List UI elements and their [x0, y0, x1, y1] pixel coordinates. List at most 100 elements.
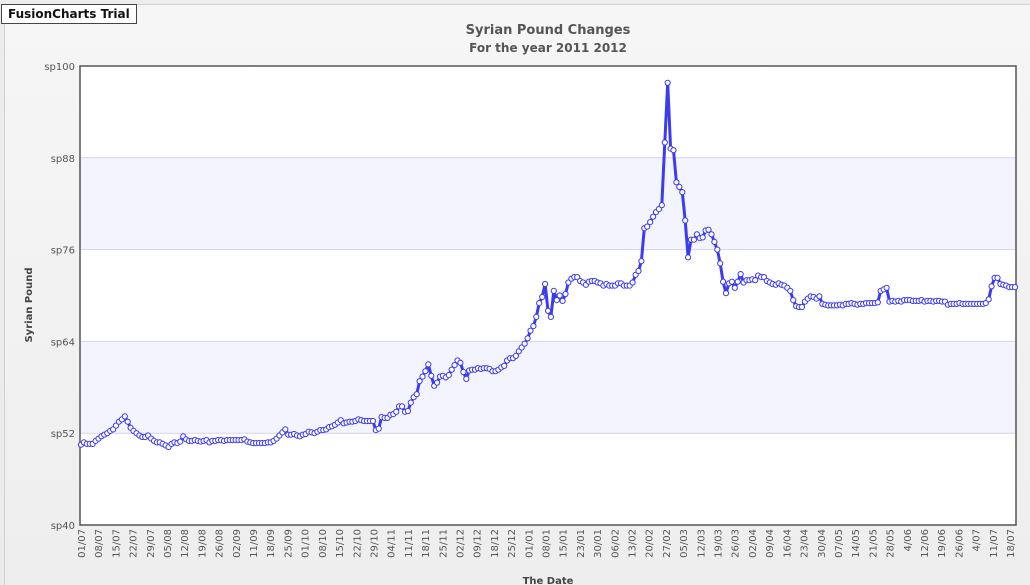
data-point[interactable]: [428, 372, 435, 379]
data-point[interactable]: [629, 279, 636, 286]
data-point[interactable]: [714, 246, 721, 253]
data-point[interactable]: [690, 236, 698, 243]
data-point[interactable]: [524, 335, 531, 342]
data-point[interactable]: [734, 278, 741, 285]
data-point[interactable]: [282, 426, 289, 433]
data-point[interactable]: [422, 368, 429, 375]
data-point[interactable]: [658, 202, 665, 209]
x-tick-label: 04/11: [387, 529, 398, 558]
data-point[interactable]: [562, 290, 569, 298]
data-point[interactable]: [413, 391, 420, 398]
x-tick-label: 01/07: [77, 529, 88, 558]
x-tick-label: 12/03: [696, 529, 707, 558]
data-point[interactable]: [737, 271, 744, 278]
data-point[interactable]: [559, 297, 566, 304]
data-point[interactable]: [550, 287, 557, 294]
data-point[interactable]: [1011, 284, 1019, 291]
chart-title: Syrian Pound Changes: [466, 23, 631, 38]
data-point[interactable]: [530, 323, 537, 330]
data-point[interactable]: [673, 179, 680, 186]
data-point[interactable]: [445, 372, 452, 379]
data-point[interactable]: [787, 287, 794, 294]
data-point[interactable]: [728, 278, 736, 285]
data-point[interactable]: [393, 408, 400, 415]
data-point[interactable]: [679, 189, 686, 196]
x-tick-label: 18/07: [1006, 529, 1017, 558]
data-point[interactable]: [647, 219, 654, 226]
data-point[interactable]: [664, 79, 671, 86]
x-tick-label: 12/08: [180, 529, 191, 558]
data-point[interactable]: [407, 399, 414, 406]
data-point[interactable]: [542, 280, 549, 288]
data-point[interactable]: [404, 407, 411, 415]
data-point[interactable]: [434, 379, 441, 386]
data-point[interactable]: [375, 425, 382, 432]
data-point[interactable]: [752, 277, 759, 284]
data-point[interactable]: [448, 366, 455, 373]
data-point[interactable]: [635, 267, 642, 275]
data-point[interactable]: [816, 293, 823, 300]
data-point[interactable]: [121, 413, 128, 420]
data-point[interactable]: [650, 213, 657, 220]
data-point[interactable]: [460, 368, 467, 376]
data-point[interactable]: [556, 292, 563, 299]
data-point[interactable]: [790, 297, 797, 304]
data-point[interactable]: [536, 300, 543, 307]
data-point[interactable]: [527, 327, 534, 334]
data-point[interactable]: [416, 378, 423, 385]
y-tick-label: sp52: [51, 429, 75, 440]
data-point[interactable]: [682, 217, 689, 224]
data-point[interactable]: [720, 278, 727, 285]
data-point[interactable]: [731, 284, 738, 291]
data-point[interactable]: [177, 438, 184, 445]
x-tick-label: 25/11: [438, 529, 449, 558]
x-tick-label: 26/06: [954, 529, 965, 558]
data-point[interactable]: [369, 417, 376, 425]
data-point[interactable]: [638, 258, 645, 265]
x-tick-label: 08/07: [94, 529, 105, 558]
data-point[interactable]: [644, 223, 651, 230]
x-tick-label: 15/01: [559, 529, 570, 558]
data-point[interactable]: [539, 293, 546, 301]
x-tick-label: 12/06: [920, 529, 931, 558]
data-point[interactable]: [717, 260, 724, 267]
data-point[interactable]: [874, 299, 881, 306]
data-point[interactable]: [463, 375, 470, 382]
data-point[interactable]: [425, 361, 432, 368]
data-point[interactable]: [711, 238, 718, 245]
data-point[interactable]: [547, 313, 555, 320]
data-point[interactable]: [676, 183, 683, 190]
data-point[interactable]: [661, 139, 668, 146]
data-point[interactable]: [544, 307, 552, 314]
data-point[interactable]: [699, 234, 706, 241]
data-point[interactable]: [124, 418, 131, 425]
data-point[interactable]: [798, 303, 806, 311]
data-point[interactable]: [512, 352, 520, 359]
y-tick-label: sp40: [51, 521, 75, 532]
plot-background: [80, 66, 1016, 525]
x-tick-label: 01/10: [301, 529, 312, 558]
data-point[interactable]: [533, 313, 540, 320]
data-point[interactable]: [419, 373, 426, 380]
data-point[interactable]: [685, 254, 692, 261]
data-point[interactable]: [985, 296, 992, 303]
data-point[interactable]: [988, 283, 995, 290]
data-point[interactable]: [553, 297, 560, 304]
data-point[interactable]: [521, 340, 528, 347]
y-tick-label: sp76: [51, 246, 75, 257]
data-point[interactable]: [705, 226, 712, 233]
data-point[interactable]: [670, 147, 677, 154]
data-point[interactable]: [722, 290, 730, 297]
data-point[interactable]: [883, 284, 890, 291]
data-point[interactable]: [399, 403, 406, 410]
data-point[interactable]: [451, 362, 458, 369]
data-point[interactable]: [457, 359, 464, 366]
data-point[interactable]: [708, 231, 715, 238]
data-point[interactable]: [501, 362, 508, 369]
data-point[interactable]: [994, 274, 1001, 281]
x-tick-label: 02/09: [232, 529, 243, 558]
x-tick-label: 11/09: [249, 529, 260, 558]
x-tick-label: 02/12: [455, 529, 466, 558]
x-tick-label: 05/03: [679, 529, 690, 558]
y-axis-label: Syrian Pound: [24, 267, 35, 342]
